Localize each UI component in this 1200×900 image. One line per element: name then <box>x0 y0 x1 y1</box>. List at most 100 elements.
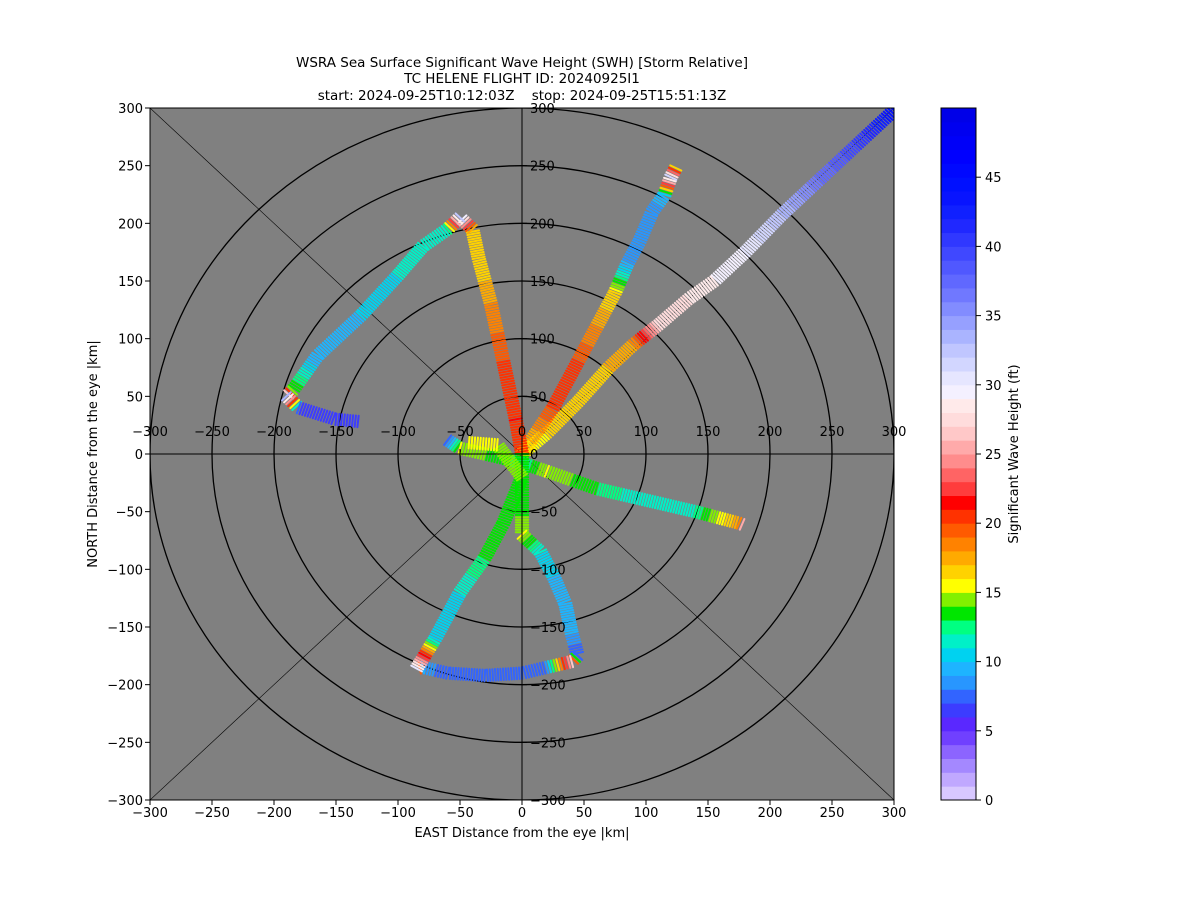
data-point <box>395 266 408 276</box>
x-tick-label: −200 <box>256 806 292 821</box>
data-point <box>845 145 857 156</box>
data-point <box>682 502 688 516</box>
data-point <box>567 473 574 486</box>
data-point <box>330 412 337 426</box>
data-point <box>410 664 423 673</box>
data-point <box>594 314 608 322</box>
data-point <box>548 576 562 584</box>
data-point <box>478 282 493 288</box>
data-point <box>546 404 560 412</box>
data-point <box>606 485 612 499</box>
data-point <box>673 301 685 313</box>
data-point <box>550 397 564 405</box>
data-point <box>554 591 569 598</box>
data-point <box>436 621 450 629</box>
data-point <box>533 423 546 432</box>
data-point <box>527 432 541 441</box>
data-point <box>639 223 653 230</box>
data-point <box>531 543 543 554</box>
data-point <box>710 509 717 523</box>
data-point <box>458 581 471 591</box>
data-point <box>322 409 329 423</box>
data-point <box>488 668 492 682</box>
colorbar-label: Significant Wave Height (ft) <box>1007 364 1022 543</box>
data-point <box>663 176 677 183</box>
data-point <box>321 341 333 352</box>
data-point <box>835 154 847 165</box>
data-point <box>529 430 542 439</box>
data-point <box>323 339 335 351</box>
colorbar-segment <box>941 786 976 801</box>
data-point <box>329 334 341 345</box>
data-point <box>448 598 462 606</box>
data-point <box>545 406 558 415</box>
data-point <box>518 445 532 454</box>
data-point <box>514 470 527 480</box>
data-point <box>612 486 618 500</box>
data-point <box>503 392 518 397</box>
data-point <box>464 573 478 582</box>
data-point <box>627 489 633 504</box>
colorbar-segment <box>941 287 976 303</box>
data-point <box>385 278 397 288</box>
data-point <box>843 147 855 158</box>
data-point <box>466 234 482 239</box>
data-point <box>716 268 728 279</box>
data-point <box>423 643 437 651</box>
data-point <box>627 248 641 256</box>
data-point <box>530 663 536 678</box>
data-point <box>454 666 457 681</box>
data-point <box>483 299 498 305</box>
data-point <box>443 607 457 615</box>
data-point <box>533 461 540 475</box>
data-point <box>599 366 612 377</box>
data-point <box>624 342 636 354</box>
center-y-tick-label: 300 <box>530 102 555 117</box>
data-point <box>513 447 529 452</box>
data-point <box>589 323 603 331</box>
data-point <box>291 379 304 389</box>
data-point <box>337 327 349 338</box>
data-point <box>520 533 532 544</box>
data-point <box>506 407 521 412</box>
data-point <box>531 425 545 434</box>
data-point <box>769 216 781 227</box>
data-point <box>499 372 514 377</box>
data-point <box>416 653 430 662</box>
data-point <box>426 638 439 647</box>
colorbar-segment <box>941 246 976 261</box>
data-point <box>669 164 683 172</box>
data-point <box>490 334 506 339</box>
data-point <box>564 472 571 485</box>
data-point <box>371 293 383 304</box>
data-point <box>470 250 485 256</box>
data-point <box>658 189 673 195</box>
data-point <box>511 466 524 476</box>
data-point <box>527 664 533 678</box>
data-point <box>487 448 493 462</box>
data-point <box>665 171 679 179</box>
data-point <box>648 494 654 508</box>
data-point <box>774 211 787 221</box>
data-point <box>492 437 496 452</box>
data-point <box>851 139 863 150</box>
data-point <box>548 466 556 480</box>
data-point <box>573 395 586 405</box>
data-point <box>505 458 518 468</box>
data-point <box>551 395 565 403</box>
data-point <box>651 321 662 332</box>
data-point <box>703 507 709 521</box>
data-point <box>669 499 675 513</box>
colorbar-segment <box>941 329 976 344</box>
colorbar-tick-label: 45 <box>985 171 1002 186</box>
data-point <box>429 632 443 640</box>
data-point <box>411 662 425 671</box>
data-point <box>469 246 484 251</box>
data-point <box>345 319 357 330</box>
center-y-tick-label: −100 <box>530 563 566 578</box>
data-point <box>529 541 541 552</box>
data-point <box>503 456 516 466</box>
data-point <box>467 236 482 241</box>
data-point <box>695 284 706 297</box>
data-point <box>451 439 461 452</box>
